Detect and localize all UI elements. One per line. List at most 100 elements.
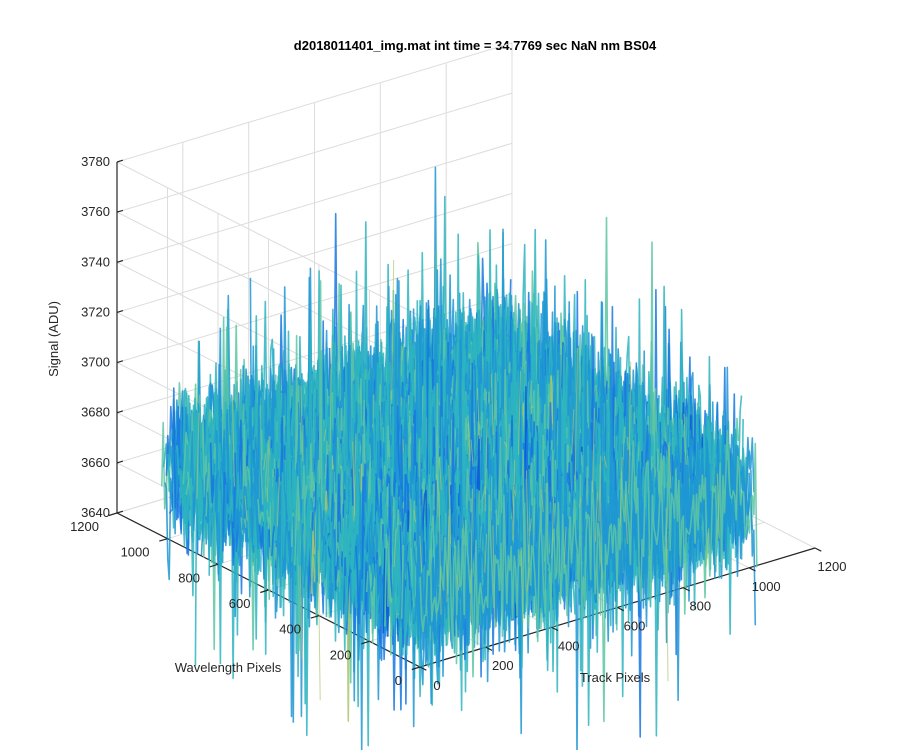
x-tick-mark <box>419 666 427 671</box>
surface-spike <box>244 495 248 521</box>
z-tick-mark <box>116 410 124 414</box>
surface-spike <box>300 386 304 462</box>
wall-grid-line <box>116 42 513 163</box>
surface-spike <box>393 528 397 568</box>
y-tick-mark <box>260 589 269 594</box>
surface-spike <box>231 396 235 487</box>
surface-spike <box>528 518 532 536</box>
z-tick-mark <box>116 360 124 364</box>
surface-mesh-line <box>417 366 757 685</box>
surface-spike <box>419 535 423 573</box>
surface-spike <box>624 493 628 544</box>
surface-spike <box>391 259 395 400</box>
surface-spike <box>668 442 672 489</box>
y-tick-label: 1000 <box>121 545 150 560</box>
y-tick-label: 1200 <box>70 519 99 534</box>
surface-spike <box>540 488 544 513</box>
x-axis-label: Track Pixels <box>580 670 651 685</box>
surface-spike <box>263 453 267 470</box>
surface-spike <box>574 348 578 481</box>
surface-spike <box>446 515 450 603</box>
z-tick-label: 3640 <box>81 505 110 520</box>
surface-spike <box>490 373 494 435</box>
y-tick-mark <box>209 563 219 568</box>
surface-spike <box>317 550 321 701</box>
y-tick-label: 800 <box>178 570 200 585</box>
surface-spike <box>438 491 442 615</box>
surface-spike <box>571 409 575 455</box>
surface-spike <box>470 439 474 467</box>
surface-spike <box>598 455 602 522</box>
x-tick-mark <box>814 547 822 552</box>
y-tick-mark <box>159 538 168 542</box>
surface-spike <box>578 497 582 508</box>
z-tick-label: 3780 <box>81 154 110 169</box>
surface-spike <box>396 612 400 615</box>
surface-spike <box>551 497 555 559</box>
surface-spike <box>436 474 439 493</box>
tick-labels: 0 200 400 600 800 1000 1200 0 200 400 600 800 1000 12… <box>70 154 846 693</box>
y-tick-label: 200 <box>330 647 352 662</box>
surface-spike <box>323 428 327 442</box>
surface-mesh-line <box>419 429 758 723</box>
z-tick-label: 3720 <box>81 304 110 319</box>
surface-spike <box>196 412 200 499</box>
surface-spike <box>352 441 356 517</box>
surface-spike <box>520 550 524 623</box>
x-tick-mark <box>551 626 559 632</box>
surface-spike <box>484 418 488 512</box>
x-tick-mark <box>617 606 625 612</box>
surface-mesh <box>161 166 758 750</box>
z-tick-mark <box>116 209 124 213</box>
x-tick-label: 600 <box>624 619 646 634</box>
x-tick-label: 200 <box>492 658 514 673</box>
z-tick-mark <box>116 310 124 313</box>
surface-spike <box>401 343 405 361</box>
z-tick-mark <box>116 460 124 464</box>
surface-spike <box>526 567 530 592</box>
surface-spike <box>526 470 529 563</box>
x-tick-label: 0 <box>433 678 440 693</box>
surface-spike <box>619 456 623 526</box>
surface-spike <box>476 388 480 439</box>
z-tick-label: 3660 <box>81 455 110 470</box>
y-tick-label: 0 <box>395 673 402 688</box>
z-tick-label: 3700 <box>81 355 110 370</box>
surface-spike <box>492 525 496 629</box>
wall-grid-line <box>116 142 513 263</box>
surface-spike <box>603 456 607 468</box>
surface-spike <box>665 507 669 682</box>
surface-spike <box>448 465 452 545</box>
x-tick-label: 1200 <box>818 559 847 574</box>
surface-spike <box>470 488 473 622</box>
surface-spike <box>706 528 710 566</box>
surface-spike <box>276 477 280 527</box>
x-tick-label: 400 <box>558 638 580 653</box>
z-axis-label: Signal (ADU) <box>46 301 61 377</box>
surface-spike <box>438 456 442 491</box>
x-tick-mark <box>485 646 493 651</box>
z-tick-mark <box>116 259 124 263</box>
x-tick-mark <box>748 567 756 572</box>
y-axis-label: Wavelength Pixels <box>175 660 282 675</box>
surface-spike <box>716 473 720 539</box>
surface-spike <box>563 526 567 569</box>
surface-spike <box>456 574 460 591</box>
surface-spike <box>467 415 471 462</box>
z-tick-label: 3740 <box>81 254 110 269</box>
y-tick-mark <box>310 615 320 619</box>
surface-spike <box>512 460 516 541</box>
surface-spike <box>594 492 598 542</box>
surface-spike <box>266 435 270 503</box>
surface-spike <box>518 371 521 455</box>
surface-spike <box>628 361 632 494</box>
x-tick-mark <box>683 587 690 592</box>
surface-spike <box>592 407 595 493</box>
surface-spike <box>299 565 303 660</box>
wall-grid-line <box>116 92 513 213</box>
wall-grid-line <box>116 211 421 367</box>
surface-spike <box>484 533 488 573</box>
z-tick-label: 3680 <box>81 405 110 420</box>
y-tick-mark <box>108 512 118 517</box>
